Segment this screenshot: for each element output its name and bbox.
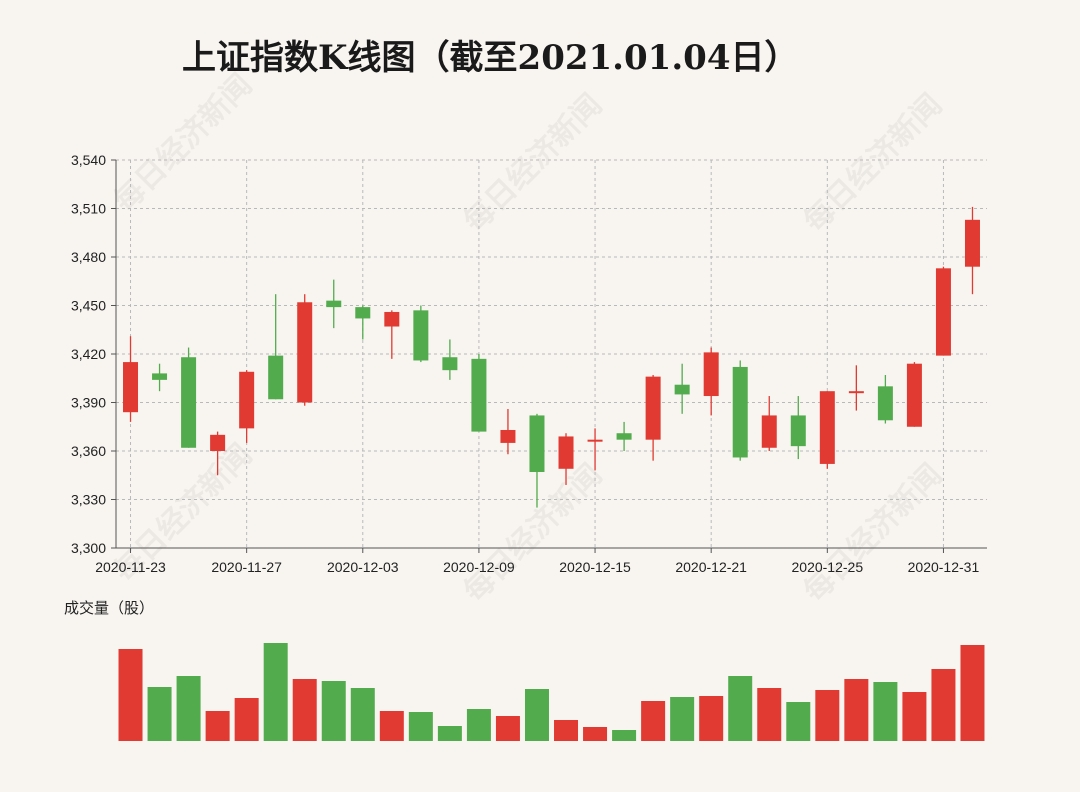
- y-tick-label: 3,360: [71, 443, 106, 459]
- y-tick-label: 3,450: [71, 298, 106, 314]
- x-tick-label: 2020-11-23: [95, 559, 166, 575]
- candle-body: [442, 357, 458, 371]
- volume-bar: [234, 698, 259, 741]
- y-tick-label: 3,390: [71, 395, 106, 411]
- volume-bar: [670, 697, 695, 741]
- volume-bar: [147, 687, 172, 741]
- x-tick-label: 2020-12-31: [908, 559, 980, 575]
- volume-bar: [466, 709, 491, 741]
- candle-body: [384, 311, 400, 327]
- candle-body: [906, 363, 922, 427]
- volume-bar: [786, 702, 811, 741]
- y-tick-label: 3,480: [71, 249, 106, 265]
- chart-title: 上证指数K线图（截至2021.01.04日）: [182, 38, 799, 78]
- volume-bar: [583, 727, 608, 741]
- y-tick-label: 3,330: [71, 492, 106, 508]
- candle-body: [848, 391, 864, 394]
- candle-body: [935, 268, 951, 356]
- watermark-layer: 每日经济新闻每日经济新闻每日经济新闻每日经济新闻每日经济新闻每日经济新闻: [107, 67, 949, 609]
- volume-bar: [960, 645, 985, 741]
- candle-body: [123, 362, 139, 413]
- candle-body: [645, 376, 661, 440]
- x-tick-label: 2020-12-25: [792, 559, 864, 575]
- volume-bar: [263, 643, 288, 741]
- volume-bar: [554, 720, 579, 741]
- candle-body: [877, 386, 893, 421]
- candle-body: [761, 415, 777, 448]
- y-tick-label: 3,510: [71, 201, 106, 217]
- candle-body: [703, 352, 719, 397]
- volume-bar: [902, 692, 927, 741]
- volume-bar: [408, 712, 433, 741]
- volume-bar: [524, 689, 549, 741]
- candle-body: [529, 415, 545, 473]
- candle-body: [297, 302, 313, 403]
- candle-body: [413, 310, 429, 361]
- candle-body: [964, 219, 980, 267]
- candle-body: [355, 307, 371, 319]
- y-tick-label: 3,420: [71, 346, 106, 362]
- candle-body: [732, 366, 748, 458]
- candle-body: [500, 429, 516, 443]
- candle-body: [181, 357, 197, 448]
- y-tick-label: 3,540: [71, 152, 106, 168]
- volume-bar: [931, 669, 956, 741]
- volume-bar: [699, 696, 724, 741]
- volume-bar: [873, 682, 898, 741]
- volume-bar: [292, 679, 317, 741]
- volume-bar: [844, 679, 869, 741]
- candle-body: [558, 436, 574, 469]
- candle-body: [587, 439, 603, 442]
- volume-bar: [495, 716, 520, 741]
- candle-body: [819, 391, 835, 464]
- volume-bar: [437, 726, 462, 741]
- candle-body: [268, 355, 284, 400]
- volume-bar: [815, 690, 840, 741]
- x-tick-label: 2020-11-27: [211, 559, 282, 575]
- x-tick-label: 2020-12-03: [327, 559, 399, 575]
- candles-layer: [123, 206, 980, 508]
- watermark-text: 每日经济新闻: [797, 87, 949, 239]
- volume-label: 成交量（股）: [64, 599, 154, 617]
- watermark-text: 每日经济新闻: [797, 457, 949, 609]
- volume-bar: [757, 688, 782, 741]
- candle-body: [674, 384, 690, 395]
- candle-body: [239, 371, 255, 429]
- candle-body: [152, 373, 168, 380]
- x-tick-label: 2020-12-21: [675, 559, 747, 575]
- candle-body: [210, 434, 226, 451]
- volume-bar: [176, 676, 201, 741]
- candle-body: [326, 300, 342, 308]
- volume-bar: [350, 688, 375, 741]
- watermark-text: 每日经济新闻: [457, 87, 609, 239]
- y-tick-label: 3,300: [71, 540, 106, 556]
- volume-bar: [612, 730, 637, 741]
- axes-layer: 3,300 3,330 3,360 3,390 3,420 3,450 3,480 3,510…: [71, 152, 987, 575]
- volume-bar: [205, 711, 230, 741]
- candle-body: [616, 433, 632, 440]
- volume-bar: [379, 711, 404, 741]
- volume-bar: [321, 681, 346, 741]
- volume-bar: [728, 676, 753, 741]
- candle-body: [471, 358, 487, 432]
- candle-body: [790, 415, 806, 447]
- watermark-text: 每日经济新闻: [457, 457, 609, 609]
- volume-layer: [118, 643, 985, 741]
- x-tick-label: 2020-12-15: [559, 559, 631, 575]
- volume-bar: [641, 701, 666, 741]
- volume-bar: [118, 649, 143, 741]
- x-tick-label: 2020-12-09: [443, 559, 515, 575]
